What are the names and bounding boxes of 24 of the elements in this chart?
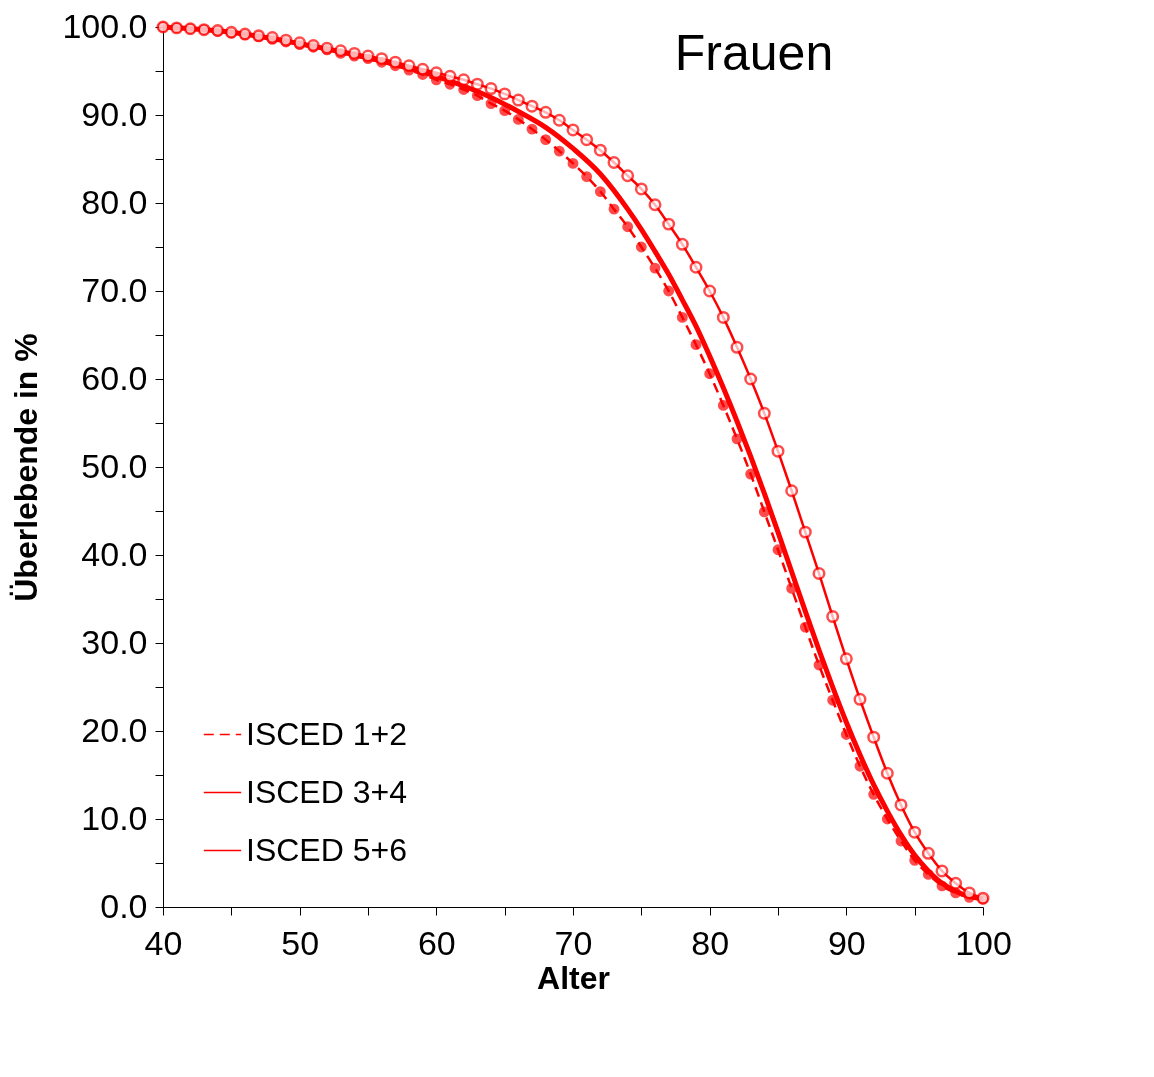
x-tick-label: 80: [691, 923, 730, 962]
y-tick-label: 10.0: [81, 798, 148, 837]
x-axis-title: Alter: [537, 959, 610, 996]
y-tick-label: 100.0: [62, 6, 148, 45]
y-axis-title: Überlebende in %: [8, 333, 45, 602]
x-tick-label: 50: [281, 923, 320, 962]
x-tick-label: 70: [554, 923, 593, 962]
legend-label: ISCED 5+6: [246, 831, 407, 868]
chart-title: Frauen: [674, 25, 834, 81]
y-tick-label: 90.0: [81, 94, 148, 133]
x-tick-label: 40: [144, 923, 183, 962]
x-tick-label: 100: [955, 923, 1012, 962]
x-tick-label: 90: [827, 923, 866, 962]
legend-label: ISCED 3+4: [246, 773, 407, 810]
y-tick-label: 0.0: [100, 886, 148, 925]
y-tick-label: 40.0: [81, 534, 148, 573]
y-tick-label: 60.0: [81, 358, 148, 397]
x-tick-label: 60: [417, 923, 456, 962]
y-tick-label: 70.0: [81, 270, 148, 309]
y-tick-label: 20.0: [81, 710, 148, 749]
legend-label: ISCED 1+2: [246, 715, 407, 752]
y-tick-label: 80.0: [81, 182, 148, 221]
y-tick-label: 30.0: [81, 622, 148, 661]
y-tick-label: 50.0: [81, 446, 148, 485]
